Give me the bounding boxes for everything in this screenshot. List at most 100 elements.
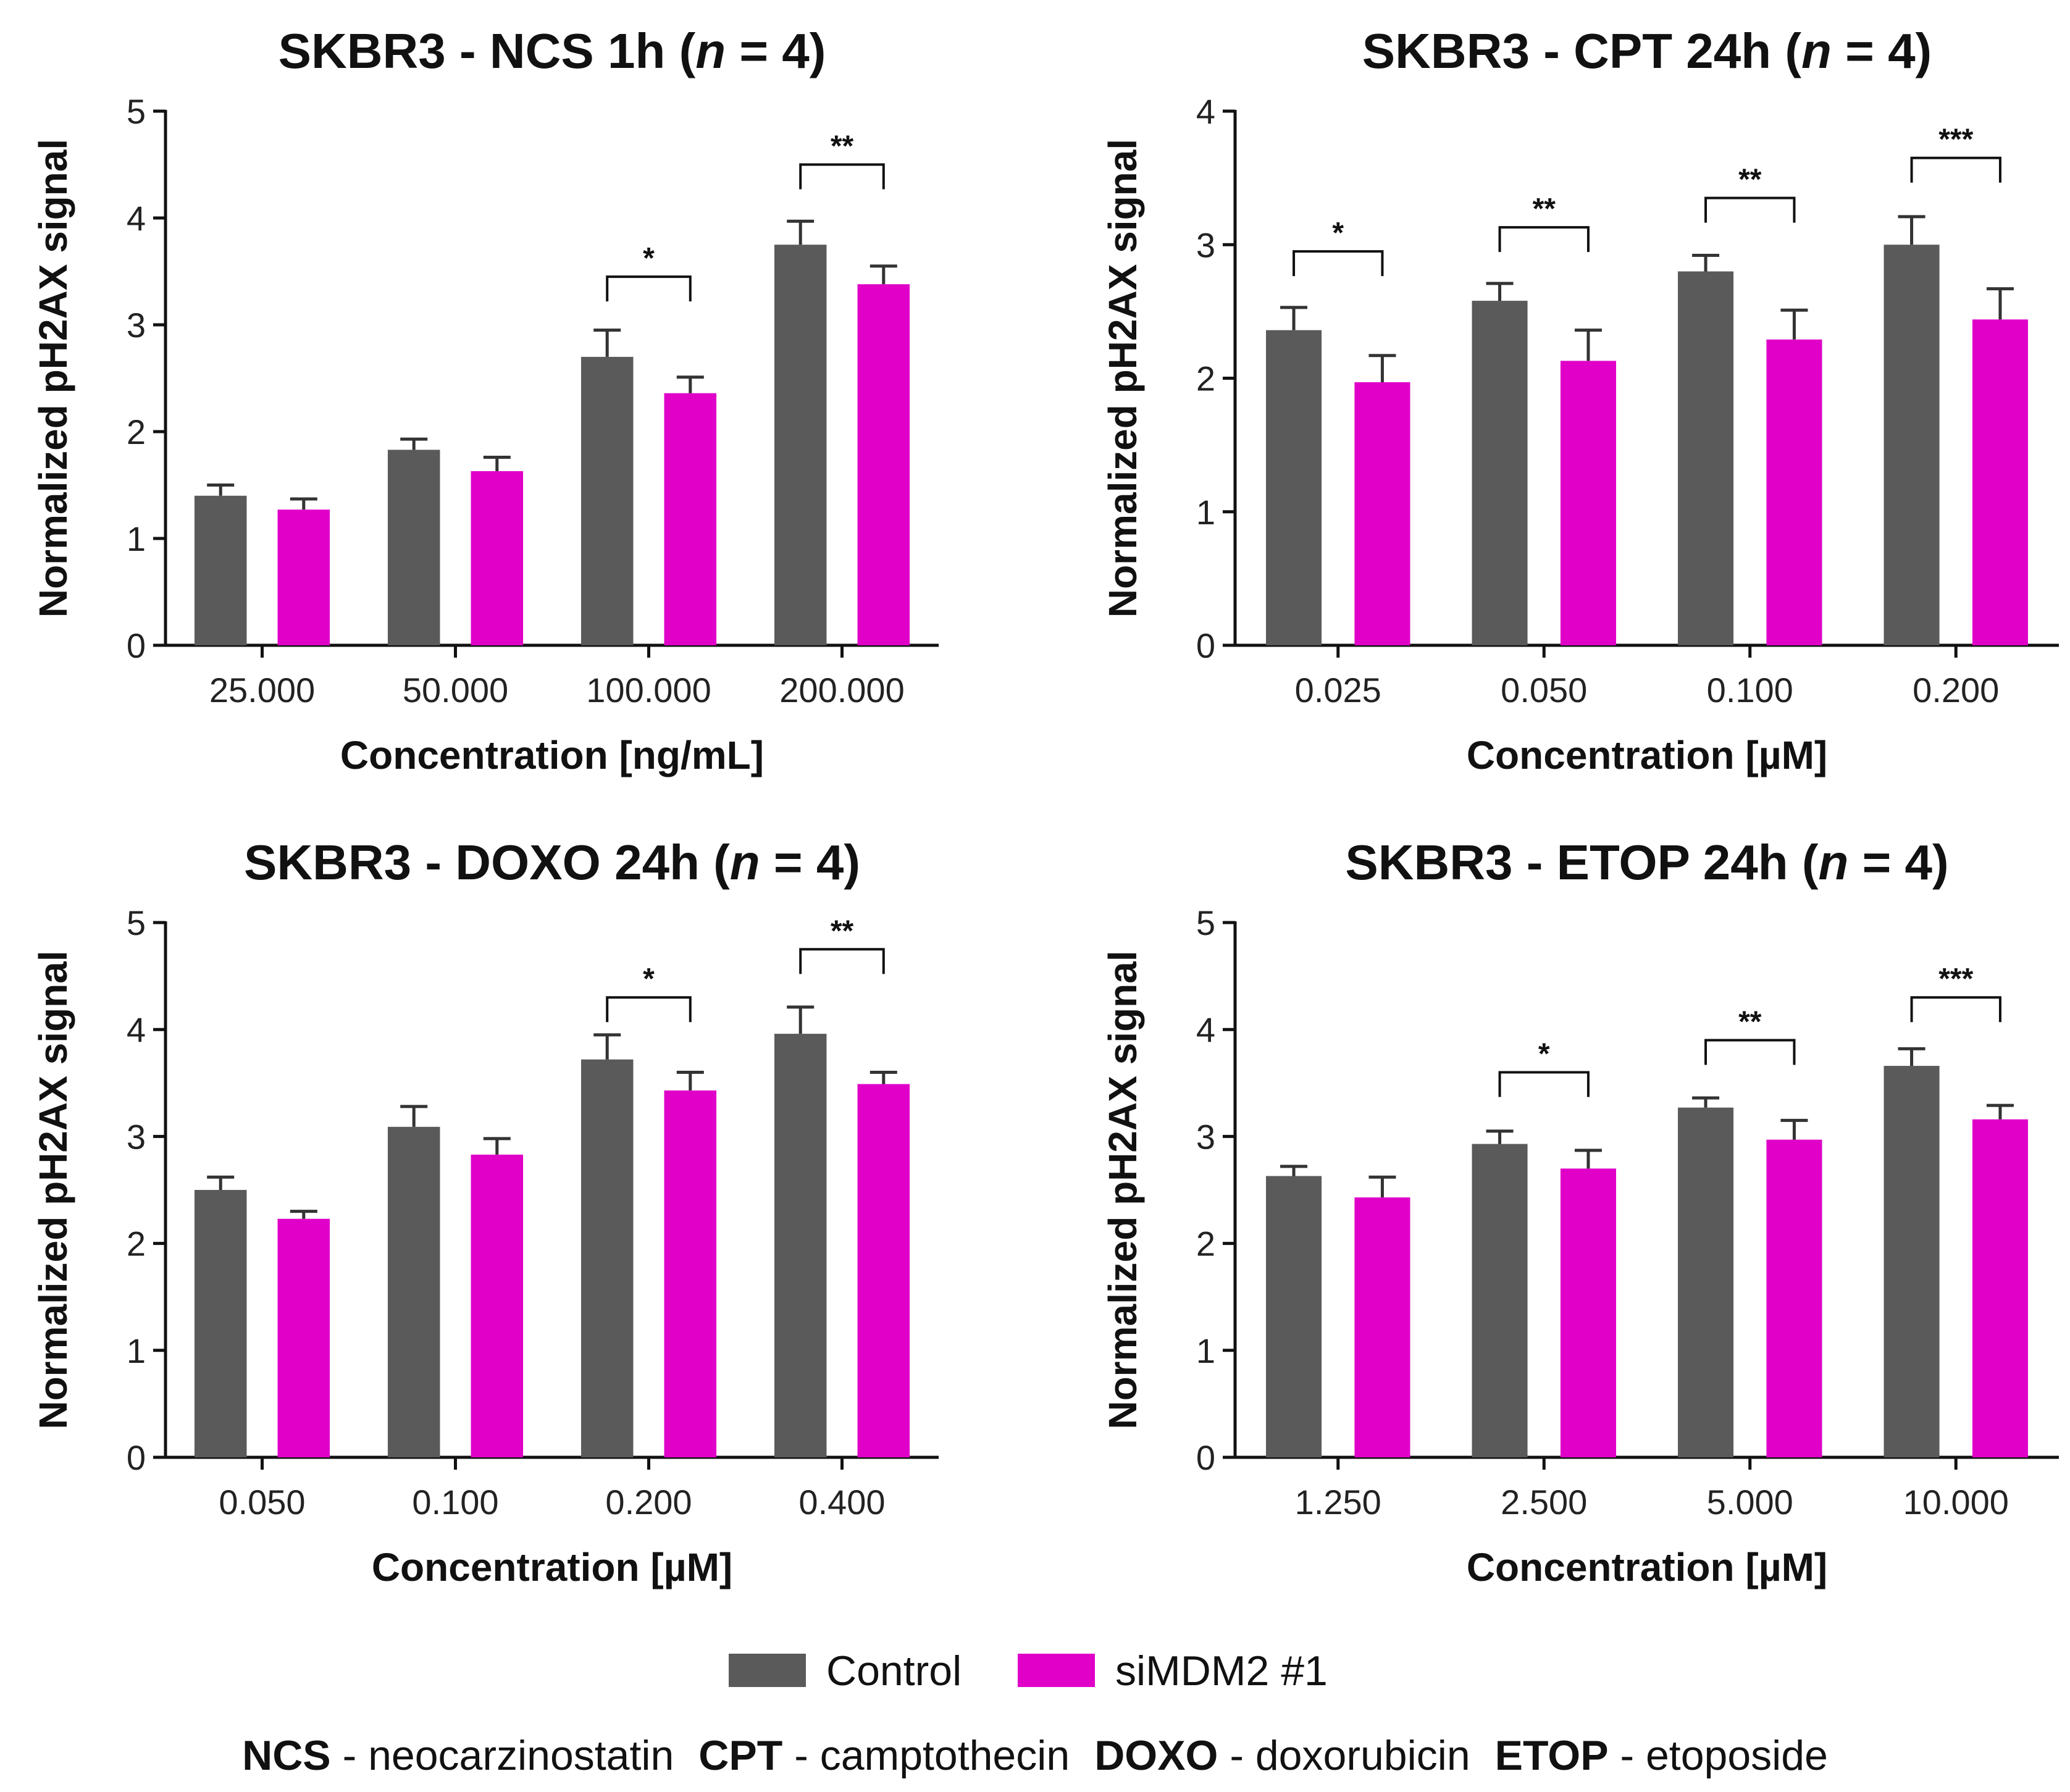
y-tick-label: 4	[127, 199, 146, 238]
bar-simdm2	[1972, 1119, 2028, 1457]
abbr-cpt-text: - camptothecin	[782, 1732, 1070, 1779]
significance-bracket	[1910, 156, 2001, 183]
y-tick-label: 2	[127, 1225, 146, 1263]
y-tick-label: 1	[127, 1331, 146, 1370]
bar-simdm2	[1766, 1139, 1822, 1457]
bar-control	[1472, 1144, 1528, 1457]
bar-simdm2	[471, 1154, 524, 1457]
x-axis-label: Concentration [µM]	[1467, 1545, 1827, 1589]
chart-title: SKBR3 - ETOP 24h (n = 4)	[1345, 835, 1948, 890]
x-axis-label: Concentration [µM]	[372, 1545, 732, 1589]
legend: Control siMDM2 #1	[729, 1648, 1328, 1694]
bar-control	[774, 245, 827, 645]
y-tick-label: 1	[1196, 493, 1215, 532]
bar-simdm2	[277, 1218, 330, 1457]
error-bar	[1280, 306, 1308, 330]
significance-bracket	[606, 275, 692, 302]
y-axis-label: Normalized pH2AX signal	[31, 950, 75, 1429]
significance-label: ***	[1938, 963, 1973, 995]
error-bar	[1280, 1165, 1308, 1176]
significance-label: **	[831, 915, 854, 947]
legend-label-control: Control	[826, 1648, 962, 1694]
y-tick-label: 1	[127, 519, 146, 558]
significance-bracket	[799, 163, 885, 190]
y-tick-label: 3	[1196, 225, 1215, 264]
significance-bracket	[1704, 1039, 1796, 1065]
error-bar	[1574, 329, 1602, 361]
x-tick-label: 100.000	[586, 671, 711, 710]
error-bar	[676, 1070, 704, 1091]
x-axis-label: Concentration [µM]	[1467, 733, 1827, 777]
significance-label: **	[1533, 193, 1556, 225]
abbr-doxo: DOXO	[1094, 1732, 1218, 1779]
x-tick-label: 0.025	[1295, 671, 1381, 710]
error-bar	[869, 1070, 897, 1084]
x-tick-label: 0.050	[1501, 671, 1587, 710]
legend-swatch-simdm2	[1018, 1654, 1095, 1687]
y-tick-label: 0	[127, 626, 146, 665]
significance-label: *	[643, 242, 655, 275]
error-bar	[1780, 308, 1808, 340]
abbr-doxo-text: - doxorubicin	[1218, 1732, 1470, 1779]
error-bar	[1368, 354, 1396, 382]
y-tick-label: 3	[127, 306, 146, 345]
y-tick-label: 2	[127, 412, 146, 451]
abbr-cpt: CPT	[698, 1732, 782, 1779]
bar-control	[194, 495, 247, 645]
x-tick-label: 0.200	[605, 1483, 692, 1522]
x-tick-label: 25.000	[209, 671, 315, 710]
error-bar	[787, 219, 815, 245]
error-bar	[400, 1105, 428, 1127]
bar-control	[1678, 1107, 1734, 1457]
error-bar	[676, 375, 704, 393]
y-tick-label: 3	[1196, 1117, 1215, 1156]
chart-title-part: n	[1801, 23, 1832, 78]
error-bar	[483, 456, 511, 472]
significance-label: *	[643, 963, 655, 995]
bar-control	[580, 1059, 634, 1457]
error-bar	[869, 264, 897, 285]
significance-bracket	[1498, 226, 1590, 253]
chart-title-part: n	[730, 835, 760, 890]
chart-title: SKBR3 - DOXO 24h (n = 4)	[244, 835, 860, 890]
chart-panel-2: SKBR3 - CPT 24h (n = 4) Normalized pH2AX …	[1100, 23, 2059, 777]
bar-simdm2	[471, 471, 524, 645]
x-tick-label: 50.000	[403, 671, 508, 710]
bar-control	[194, 1190, 247, 1457]
bar-control	[1266, 330, 1322, 645]
x-tick-label: 200.000	[779, 671, 904, 710]
y-axis-label: Normalized pH2AX signal	[31, 139, 75, 618]
y-tick-label: 5	[127, 92, 146, 131]
bar-control	[1884, 245, 1940, 645]
bar-simdm2	[664, 1090, 717, 1457]
bar-simdm2	[277, 509, 330, 645]
bar-simdm2	[664, 393, 717, 645]
chart-title-part: n	[695, 23, 726, 78]
chart-title-part: SKBR3 - NCS 1h (	[279, 23, 696, 78]
significance-bracket	[606, 996, 692, 1023]
error-bar	[1368, 1175, 1396, 1198]
x-tick-label: 0.050	[219, 1483, 305, 1522]
chart-title-part: SKBR3 - DOXO 24h (	[244, 835, 730, 890]
abbr-etop: ETOP	[1495, 1732, 1609, 1779]
y-tick-label: 5	[127, 903, 146, 942]
error-bar	[290, 1210, 317, 1219]
bar-control	[774, 1034, 827, 1457]
chart-title-part: SKBR3 - CPT 24h (	[1362, 23, 1802, 78]
y-tick-label: 0	[1196, 1438, 1215, 1477]
chart-title-part: = 4)	[1848, 835, 1948, 890]
y-tick-label: 4	[127, 1010, 146, 1049]
y-axis-label: Normalized pH2AX signal	[1100, 950, 1145, 1429]
chart-panel-4: SKBR3 - ETOP 24h (n = 4) Normalized pH2AX…	[1100, 835, 2059, 1589]
error-bar	[1780, 1118, 1808, 1140]
error-bar	[1486, 1129, 1514, 1144]
error-bar	[207, 484, 235, 496]
y-tick-label: 2	[1196, 359, 1215, 398]
error-bar	[1574, 1149, 1602, 1169]
chart-title-part: n	[1818, 835, 1848, 890]
bar-control	[387, 450, 440, 645]
significance-bracket	[1293, 250, 1384, 277]
error-bar	[483, 1137, 511, 1155]
bar-simdm2	[1560, 1168, 1616, 1457]
bar-simdm2	[1972, 319, 2028, 645]
